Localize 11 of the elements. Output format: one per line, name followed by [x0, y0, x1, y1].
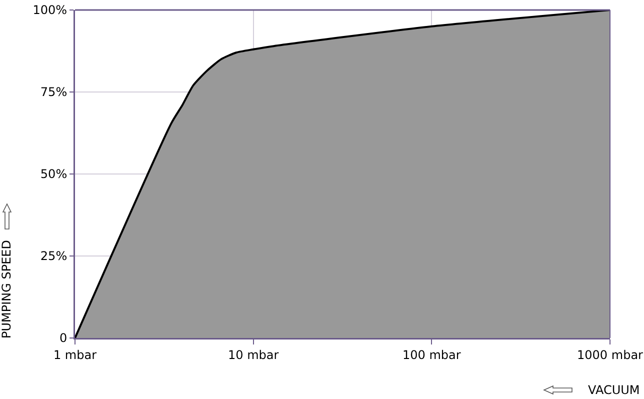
x-tick-label: 1 mbar: [53, 348, 97, 362]
x-tick-label: 10 mbar: [228, 348, 279, 362]
y-tick-label: 25%: [40, 249, 68, 264]
y-tick-label: 100%: [32, 3, 68, 18]
y-tick-label: 75%: [40, 85, 68, 100]
y-tick-label: 0: [59, 331, 68, 346]
x-tick-label: 100 mbar: [402, 348, 461, 362]
y-tick-label: 50%: [40, 167, 68, 182]
x-axis-title: VACUUM: [588, 383, 640, 397]
x-tick-label: 1000 mbar: [577, 348, 644, 362]
y-axis-title: PUMPING SPEED: [0, 240, 14, 338]
